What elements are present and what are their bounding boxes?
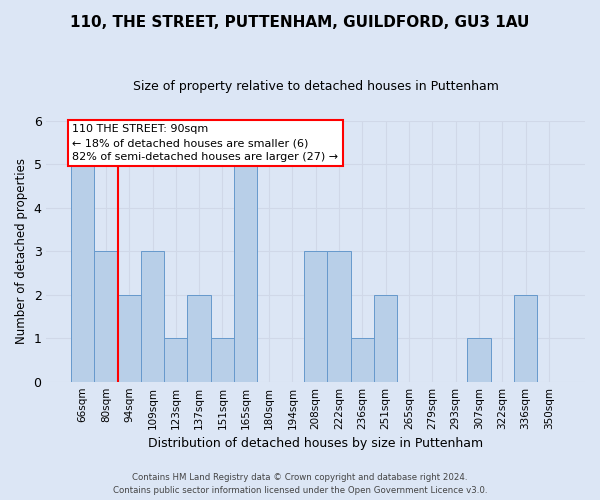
Bar: [71, 164, 94, 382]
Bar: [467, 338, 491, 382]
Bar: [328, 251, 350, 382]
Bar: [514, 294, 537, 382]
Bar: [304, 251, 328, 382]
Bar: [374, 294, 397, 382]
Text: Contains HM Land Registry data © Crown copyright and database right 2024.
Contai: Contains HM Land Registry data © Crown c…: [113, 474, 487, 495]
Text: 110 THE STREET: 90sqm
← 18% of detached houses are smaller (6)
82% of semi-detac: 110 THE STREET: 90sqm ← 18% of detached …: [72, 124, 338, 162]
Text: 110, THE STREET, PUTTENHAM, GUILDFORD, GU3 1AU: 110, THE STREET, PUTTENHAM, GUILDFORD, G…: [70, 15, 530, 30]
Bar: [94, 251, 118, 382]
Bar: [118, 294, 141, 382]
Y-axis label: Number of detached properties: Number of detached properties: [15, 158, 28, 344]
Bar: [350, 338, 374, 382]
Bar: [234, 164, 257, 382]
X-axis label: Distribution of detached houses by size in Puttenham: Distribution of detached houses by size …: [148, 437, 483, 450]
Bar: [141, 251, 164, 382]
Bar: [164, 338, 187, 382]
Bar: [187, 294, 211, 382]
Title: Size of property relative to detached houses in Puttenham: Size of property relative to detached ho…: [133, 80, 499, 93]
Bar: [211, 338, 234, 382]
